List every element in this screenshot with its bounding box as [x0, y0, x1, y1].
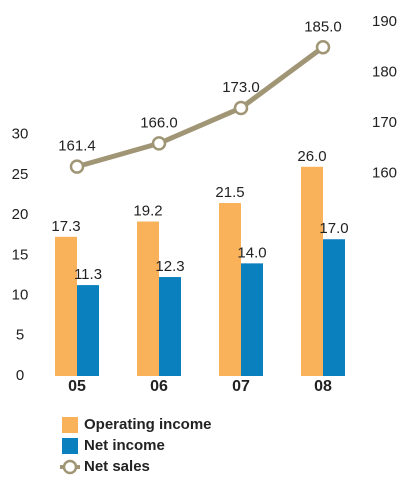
value-label: 21.5	[215, 184, 244, 201]
y-tick-label: 20	[12, 206, 29, 223]
value-label: 12.3	[155, 258, 184, 275]
value-label: 185.0	[304, 18, 342, 35]
value-label: 161.4	[58, 138, 96, 155]
marker	[233, 100, 249, 116]
bar	[77, 285, 99, 376]
marker	[151, 136, 167, 151]
value-label: 26.0	[297, 148, 326, 165]
legend-marker	[62, 459, 78, 475]
x-tick-label: 07	[232, 378, 250, 395]
value-label: 14.0	[237, 244, 266, 261]
legend-label: Net income	[84, 437, 165, 454]
y-tick-label: 5	[16, 327, 24, 344]
value-label: 173.0	[222, 79, 260, 96]
y-tick-label: 10	[12, 287, 29, 304]
legend-swatch	[62, 438, 78, 454]
legend-label: Operating income	[84, 416, 212, 433]
x-tick-label: 08	[314, 378, 332, 395]
value-label: 17.0	[319, 220, 348, 237]
y-tick-label: 30	[12, 126, 29, 143]
bar	[323, 239, 345, 376]
bar	[301, 166, 323, 376]
value-label: 17.3	[51, 218, 80, 235]
x-tick-label: 06	[150, 378, 168, 395]
y2-tick-label: 170	[372, 114, 397, 131]
bar	[159, 277, 181, 376]
value-label: 166.0	[140, 114, 178, 131]
y-tick-label: 15	[12, 246, 29, 263]
bar	[137, 221, 159, 376]
legend-swatch	[62, 417, 78, 433]
y-tick-label: 0	[16, 367, 24, 384]
marker	[69, 159, 85, 174]
value-label: 11.3	[74, 266, 102, 283]
y2-tick-label: 190	[372, 13, 397, 30]
y2-tick-label: 160	[372, 165, 397, 182]
bar	[55, 236, 77, 376]
bar	[219, 203, 241, 376]
x-tick-label: 05	[68, 378, 86, 395]
y2-tick-label: 180	[372, 64, 397, 81]
y-tick-label: 25	[12, 166, 29, 183]
value-label: 19.2	[133, 202, 162, 219]
bar	[241, 263, 263, 376]
line	[76, 45, 325, 170]
legend-label: Net sales	[84, 458, 150, 475]
marker	[315, 40, 331, 55]
